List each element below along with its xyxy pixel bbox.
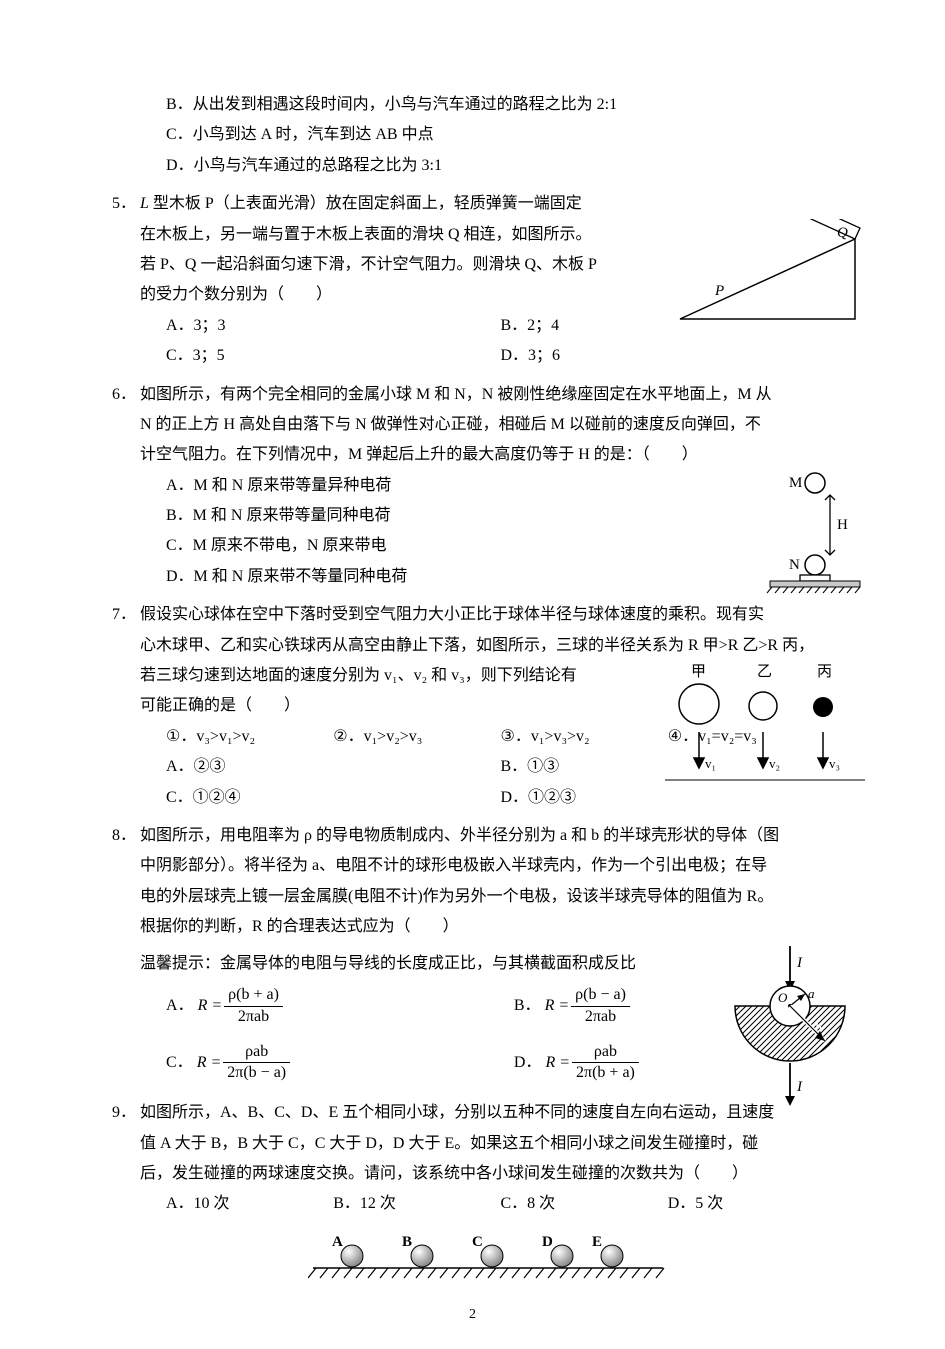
q9-option-B: B．12 次	[333, 1189, 500, 1219]
q9-fig-label-E: E	[592, 1234, 602, 1250]
q4-option-B: B．从出发到相遇这段时间内，小鸟与汽车通过的路程之比为 2:1	[166, 90, 835, 120]
q8-text-l2: 中阴影部分）。将半径为 a、电阻不计的球形电极嵌入半球壳内，作为一个引出电极；在…	[140, 851, 835, 881]
continued-question-4: B．从出发到相遇这段时间内，小鸟与汽车通过的路程之比为 2:1 C．小鸟到达 A…	[140, 90, 835, 181]
q6-text-l3: 计空气阻力。在下列情况中，M 弹起后上升的最大高度仍等于 H 的是：（ ）	[140, 440, 835, 470]
page-number: 2	[469, 1302, 476, 1329]
q7-number: 7．	[112, 600, 136, 630]
q9-option-A: A．10 次	[166, 1189, 333, 1219]
question-7: 7． 假设实心球体在空中下落时受到空气阻力大小正比于球体半径与球体速度的乘积。现…	[140, 600, 835, 813]
q4-option-D: D．小鸟与汽车通过的总路程之比为 3:1	[166, 151, 835, 181]
q8-number: 8．	[112, 821, 136, 851]
q5-figure-incline: P Q	[675, 219, 865, 329]
q5-option-D: D．3；6	[501, 341, 836, 371]
q6-fig-label-N: N	[789, 557, 800, 573]
q7-text-l1: 假设实心球体在空中下落时受到空气阻力大小正比于球体半径与球体速度的乘积。现有实	[140, 600, 835, 630]
q7-figure-spheres: 甲 乙 丙 v₁ v₂ v₃	[665, 660, 865, 790]
q7-option-A: A．②③	[166, 752, 501, 782]
q9-option-D: D．5 次	[668, 1189, 835, 1219]
question-5: 5． L 型木板 P（上表面光滑）放在固定斜面上，轻质弹簧一端固定 在木板上，另…	[140, 189, 835, 371]
q7-fig-label-v1: v₁	[705, 756, 716, 771]
question-8: 8． 如图所示，用电阻率为 ρ 的导电物质制成内、外半径分别为 a 和 b 的半…	[140, 821, 835, 1084]
q7-fig-label-jia: 甲	[691, 664, 706, 680]
q7-text-l2: 心木球甲、乙和实心铁球丙从高空由静止下落，如图所示，三球的半径关系为 R 甲>R…	[140, 631, 835, 661]
q8-text-l1: 如图所示，用电阻率为 ρ 的导电物质制成内、外半径分别为 a 和 b 的半球壳形…	[140, 821, 835, 851]
q7-cond-1: ①．v₃>v₁>v₂	[166, 722, 333, 752]
q9-figure-balls-on-ground: A B C D E	[308, 1230, 668, 1290]
q5-option-A: A．3；3	[166, 311, 501, 341]
q6-option-A: A．M 和 N 原来带等量异种电荷	[166, 471, 835, 501]
q6-option-B: B．M 和 N 原来带等量同种电荷	[166, 501, 835, 531]
q7-fig-label-yi: 乙	[757, 664, 772, 680]
q5-option-C: C．3；5	[166, 341, 501, 371]
q9-fig-label-D: D	[542, 1234, 553, 1250]
q7-fig-label-v3: v₃	[829, 756, 840, 771]
q5-number: 5．	[112, 189, 136, 219]
q6-fig-label-H: H	[837, 517, 848, 533]
q5-fig-label-P: P	[714, 283, 724, 299]
question-6: 6． 如图所示，有两个完全相同的金属小球 M 和 N，N 被刚性绝缘座固定在水平…	[140, 380, 835, 593]
q8-text-l4: 根据你的判断，R 的合理表达式应为（ ）	[140, 912, 835, 942]
q9-text-l3: 后，发生碰撞的两球速度交换。请问，该系统中各小球间发生碰撞的次数共为（ ）	[140, 1159, 835, 1189]
question-9: 9． 如图所示，A、B、C、D、E 五个相同小球，分别以五种不同的速度自左向右运…	[140, 1098, 835, 1301]
q8-option-C: C． R = ρab 2π(b − a)	[166, 1042, 514, 1085]
q8-text-l3: 电的外层球壳上镀一层金属膜(电阻不计)作为另外一个电极，设该半球壳导体的阻值为 …	[140, 882, 835, 912]
q9-fig-label-A: A	[332, 1234, 343, 1250]
q5-fig-label-Q: Q	[837, 225, 848, 241]
q8-fig-label-O: O	[778, 990, 788, 1005]
q9-text-l1: 如图所示，A、B、C、D、E 五个相同小球，分别以五种不同的速度自左向右运动，且…	[140, 1098, 835, 1128]
q7-cond-3: ③．v₁>v₃>v₂	[501, 722, 668, 752]
q8-fig-label-I-top: I	[796, 955, 803, 971]
q9-number: 9．	[112, 1098, 136, 1128]
q6-number: 6．	[112, 380, 136, 410]
q6-option-C: C．M 原来不带电，N 原来带电	[166, 531, 835, 561]
q9-fig-label-B: B	[402, 1234, 412, 1250]
q8-fig-label-b: b	[815, 1019, 822, 1034]
q9-text-l2: 值 A 大于 B，B 大于 C，C 大于 D，D 大于 E。如果这五个相同小球之…	[140, 1129, 835, 1159]
q6-text-l1: 如图所示，有两个完全相同的金属小球 M 和 N，N 被刚性绝缘座固定在水平地面上…	[140, 380, 835, 410]
q4-option-C: C．小鸟到达 A 时，汽车到达 AB 中点	[166, 120, 835, 150]
q7-fig-label-bing: 丙	[817, 664, 832, 680]
q7-cond-2: ②．v₁>v₂>v₃	[333, 722, 500, 752]
q8-option-A: A． R = ρ(b + a) 2πab	[166, 985, 514, 1028]
q8-fig-label-a: a	[808, 986, 815, 1001]
q8-fig-label-I-bot: I	[796, 1079, 803, 1095]
q6-option-D: D．M 和 N 原来带不等量同种电荷	[166, 562, 835, 592]
q7-option-C: C．①②④	[166, 783, 501, 813]
q6-fig-label-M: M	[789, 475, 802, 491]
exam-page: B．从出发到相遇这段时间内，小鸟与汽车通过的路程之比为 2:1 C．小鸟到达 A…	[0, 0, 945, 1349]
q9-fig-label-C: C	[472, 1234, 483, 1250]
q6-text-l2: N 的正上方 H 高处自由落下与 N 做弹性对心正碰，相碰后 M 以碰前的速度反…	[140, 410, 835, 440]
q5-text-l1: L 型木板 P（上表面光滑）放在固定斜面上，轻质弹簧一端固定	[140, 189, 835, 219]
q6-figure-balls: M H N	[745, 465, 865, 605]
q8-figure-hemisphere: I O a b I	[715, 941, 865, 1111]
q7-fig-label-v2: v₂	[769, 756, 780, 771]
q9-option-C: C．8 次	[501, 1189, 668, 1219]
